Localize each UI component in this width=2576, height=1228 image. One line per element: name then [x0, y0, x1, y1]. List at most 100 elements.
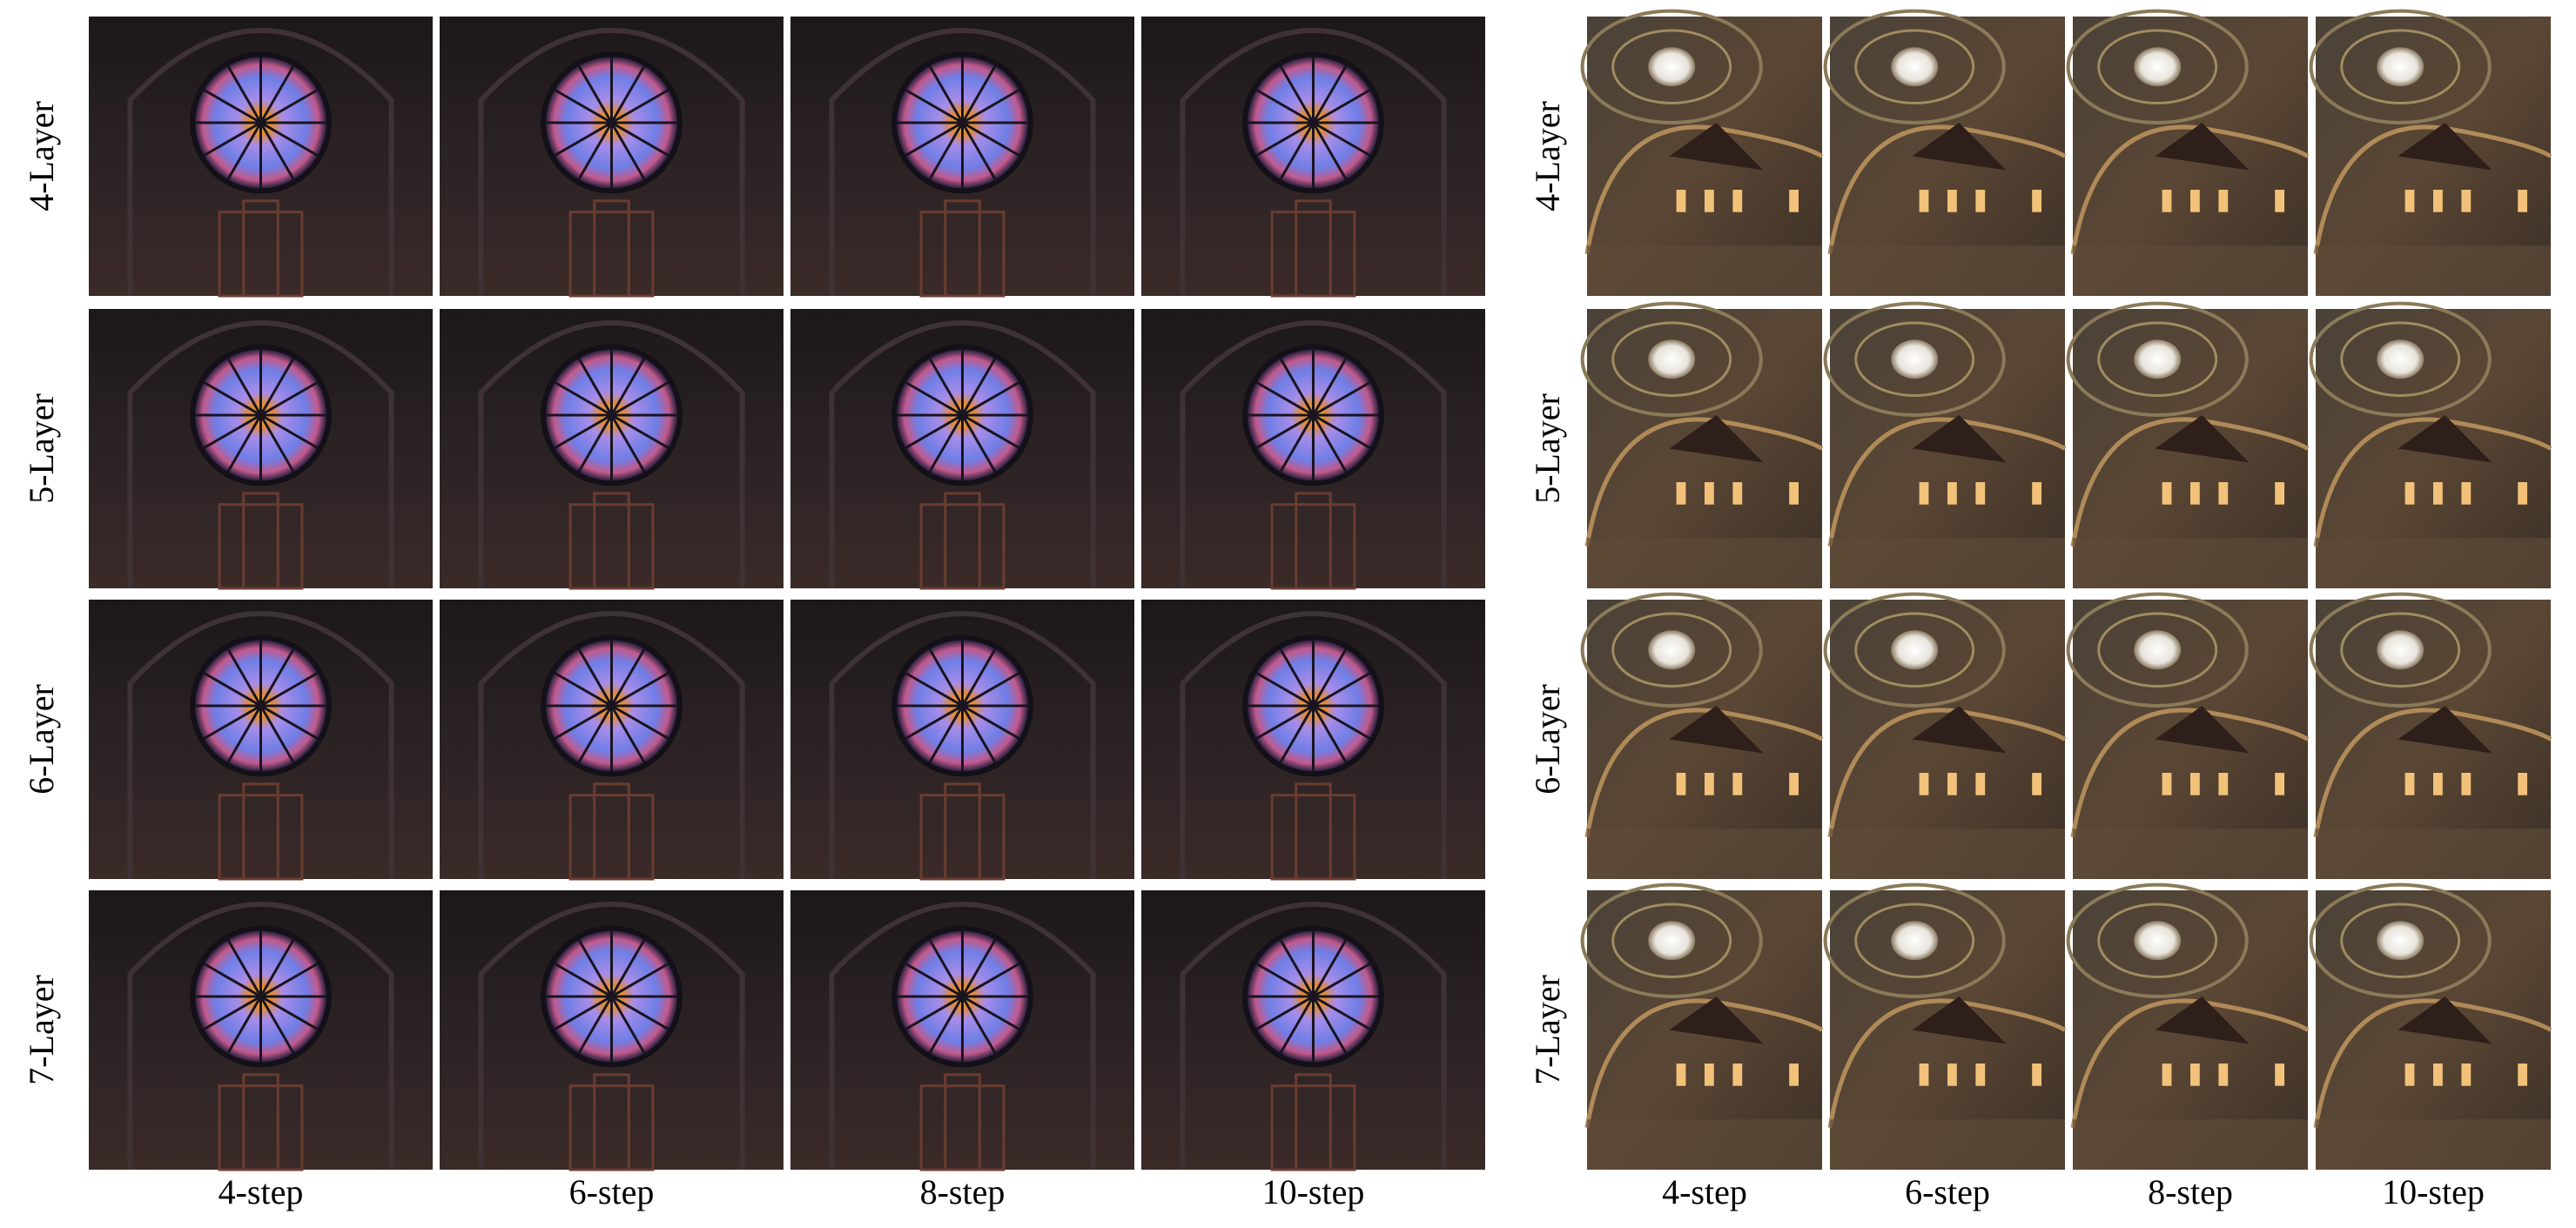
- tracery: [961, 648, 997, 707]
- tracery: [259, 414, 295, 473]
- organ: [944, 1073, 981, 1171]
- arch: [1584, 708, 1824, 838]
- oculus: [1648, 921, 1696, 961]
- window-light: [2190, 773, 2200, 795]
- tracery: [577, 705, 613, 764]
- organ: [242, 199, 279, 298]
- tracery: [259, 413, 319, 449]
- tracery: [961, 414, 997, 473]
- tracery: [259, 648, 295, 707]
- tracery: [259, 357, 295, 416]
- tracery: [577, 122, 613, 181]
- tracery: [226, 996, 262, 1055]
- image-tile: [1141, 17, 1485, 298]
- column-label: 8-step: [2148, 1172, 2233, 1211]
- dome-ring: [1854, 612, 1975, 688]
- tracery: [905, 121, 964, 157]
- window-light: [1919, 190, 1929, 212]
- image-tile: [790, 17, 1134, 298]
- floor: [1587, 1119, 1822, 1170]
- oculus: [1648, 339, 1696, 379]
- image-tile: [1141, 600, 1485, 881]
- window-light: [2461, 1064, 2472, 1086]
- ceiling: [2398, 122, 2492, 171]
- tracery: [905, 995, 964, 1030]
- window-light: [1975, 1064, 1986, 1086]
- image-tile: [440, 309, 784, 590]
- window-light: [2461, 482, 2472, 505]
- tracery: [1279, 122, 1315, 181]
- floor: [1830, 1119, 2065, 1170]
- tracery: [226, 122, 262, 181]
- tracery: [961, 671, 1020, 708]
- image-tile: [2066, 592, 2310, 879]
- tracery: [259, 88, 319, 124]
- tracery: [961, 962, 1020, 998]
- window-light: [2518, 190, 2527, 212]
- dome-ring: [2309, 301, 2492, 417]
- tracery: [226, 648, 262, 707]
- window-light: [1732, 482, 1743, 505]
- image-tile: [1580, 882, 1824, 1170]
- tracery: [610, 122, 646, 181]
- dome-ring: [1611, 29, 1732, 105]
- dome-ring: [2340, 29, 2461, 105]
- floor: [1587, 245, 1822, 296]
- window-light: [2190, 190, 2200, 212]
- window-light: [2404, 482, 2415, 505]
- tracery: [610, 995, 669, 1030]
- floor: [2073, 829, 2308, 879]
- tracery: [961, 357, 997, 416]
- column-label: 10-step: [1262, 1172, 1365, 1211]
- tracery: [905, 413, 964, 449]
- window-light: [2275, 190, 2284, 212]
- window-light: [1705, 1064, 1714, 1086]
- window-light: [2404, 190, 2415, 212]
- tracery: [610, 648, 646, 707]
- image-tile: [2309, 592, 2552, 879]
- oculus: [2134, 630, 2182, 670]
- tracery: [259, 122, 295, 181]
- tracery: [1312, 938, 1348, 997]
- floor: [1830, 245, 2065, 296]
- floor: [2316, 245, 2551, 296]
- tracery: [1312, 671, 1371, 708]
- tracery: [961, 122, 997, 181]
- window-light: [1919, 1064, 1929, 1086]
- tracery: [610, 996, 646, 1055]
- ceiling: [1912, 996, 2007, 1044]
- tracery: [259, 938, 295, 997]
- dome-ring: [2097, 612, 2218, 688]
- dome-ring: [1580, 592, 1763, 708]
- image-tile: [2066, 882, 2310, 1170]
- tracery: [226, 938, 262, 997]
- dome-ring: [2309, 9, 2492, 124]
- image-tile: [790, 890, 1134, 1171]
- oculus: [1648, 630, 1696, 670]
- tracery: [928, 938, 964, 997]
- tracery: [577, 64, 613, 124]
- tracery: [905, 380, 964, 417]
- tracery: [577, 996, 613, 1055]
- dome-ring: [1823, 9, 2006, 124]
- organ: [593, 199, 630, 298]
- tracery: [905, 88, 964, 124]
- tracery: [1312, 995, 1371, 1030]
- dome-ring: [2309, 882, 2492, 998]
- ceiling: [2398, 414, 2492, 463]
- arch: [829, 902, 1096, 1170]
- floor: [2073, 245, 2308, 296]
- arch: [127, 28, 394, 296]
- dome-ring: [1611, 903, 1732, 979]
- dome-ring: [2066, 9, 2249, 124]
- window-light: [2275, 482, 2284, 505]
- ceiling: [2155, 414, 2250, 463]
- arch: [1827, 998, 2067, 1129]
- tracery: [928, 122, 964, 181]
- row-label: 6-Layer: [22, 684, 61, 795]
- arch: [2313, 417, 2552, 547]
- oculus: [1891, 339, 1939, 379]
- tracery: [1255, 380, 1315, 417]
- ceiling: [2155, 122, 2250, 171]
- tracery: [577, 648, 613, 707]
